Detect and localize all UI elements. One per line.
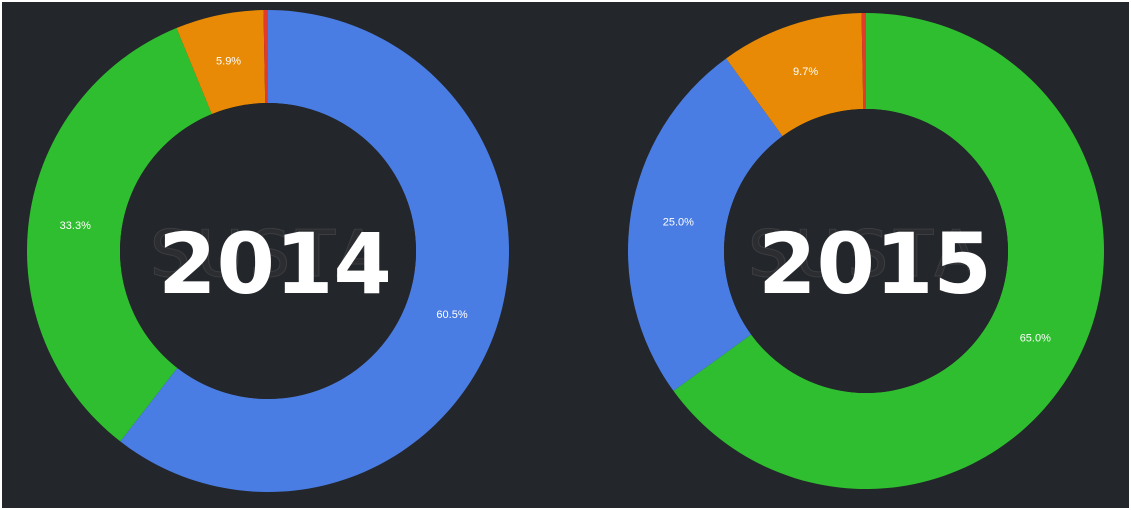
donut-slice	[26, 28, 212, 442]
center-year-label-2015: 2015	[758, 215, 992, 313]
donut-hole	[120, 103, 416, 399]
donut-slice	[176, 10, 266, 115]
donut-slice	[628, 58, 783, 391]
slice-percent-label: 65.0%	[1020, 332, 1051, 344]
watermark-text: SUSTA	[748, 218, 984, 292]
donut-hole	[724, 109, 1008, 393]
slice-labels-2015: 65.0% 25.0% 9.7%	[663, 66, 1051, 344]
donut-slices-2014	[26, 10, 509, 492]
center-year-label-2014: 2014	[158, 215, 392, 313]
donut-slice	[726, 13, 864, 137]
donut-slice	[673, 13, 1105, 489]
slice-labels-2014: 60.5% 33.3% 5.9%	[60, 56, 468, 321]
watermark-text: SUSTA	[150, 218, 386, 292]
slice-percent-label: 5.9%	[216, 56, 241, 68]
donut-slice	[263, 10, 268, 104]
slice-percent-label: 33.3%	[60, 220, 91, 232]
donut-slice	[120, 10, 509, 492]
slice-percent-label: 60.5%	[436, 309, 467, 321]
slice-percent-label: 25.0%	[663, 216, 694, 228]
donut-chart-2014: 60.5% 33.3% 5.9% SUSTA 2014	[26, 10, 509, 492]
slice-percent-label: 9.7%	[793, 66, 818, 78]
donut-slice	[861, 13, 866, 110]
donut-slices-2015	[628, 13, 1105, 489]
donut-chart-2015: 65.0% 25.0% 9.7% SUSTA 2015	[628, 13, 1105, 489]
